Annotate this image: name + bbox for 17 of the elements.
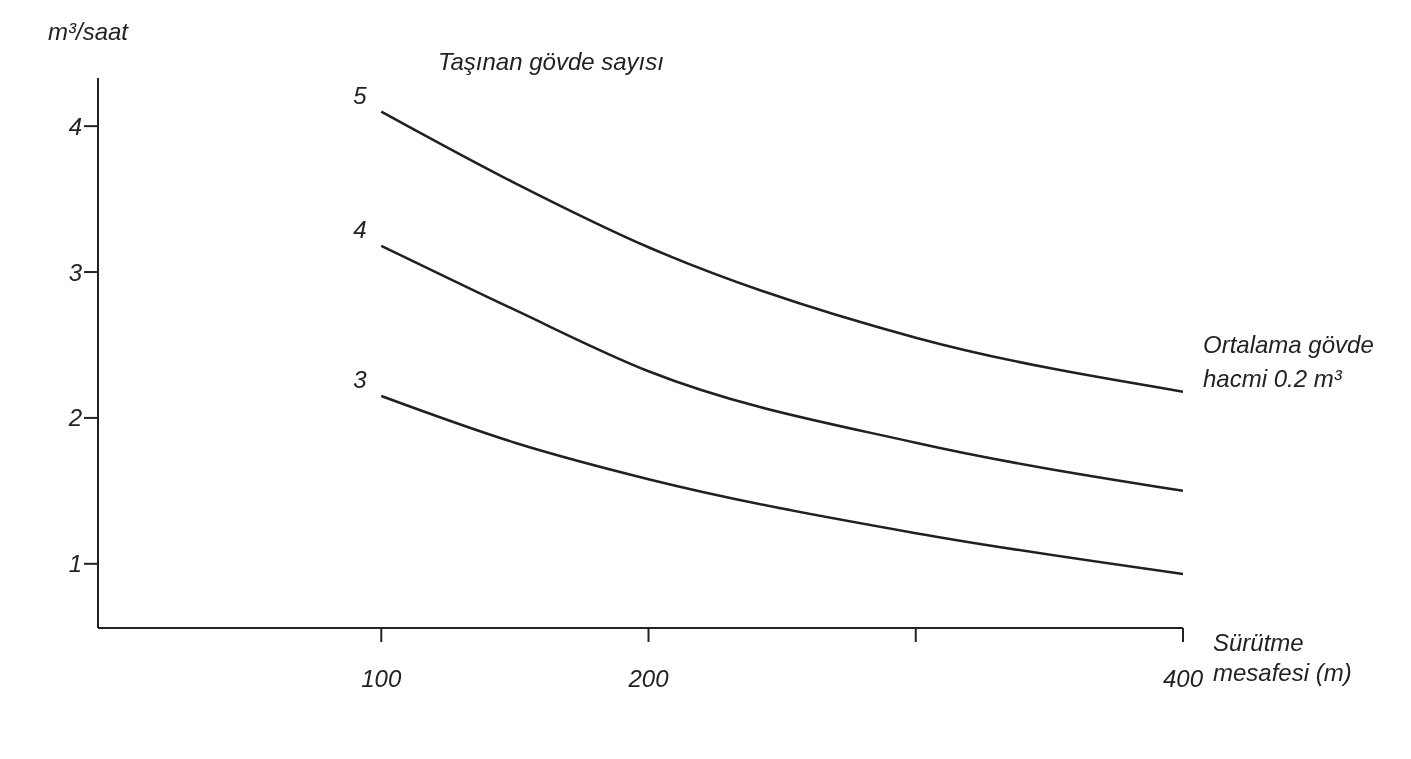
line-series <box>380 244 1183 493</box>
x-tick-label: 100 <box>361 665 402 693</box>
y-tick-label: 1 <box>68 550 82 578</box>
x-axis-title: Sürütme mesafesi (m) <box>1213 628 1353 688</box>
line-series <box>380 110 1183 393</box>
y-tick-label: 4 <box>68 112 82 140</box>
x-tick-label: 400 <box>1162 665 1204 693</box>
series-label: 3 <box>353 366 368 394</box>
chart-title: Taşınan gövde sayısı <box>438 48 664 76</box>
series-label: 5 <box>353 81 368 109</box>
text: Ortalama gövde hacmi 0.2 m³ <box>1203 330 1375 394</box>
line-series <box>380 394 1183 576</box>
y-axis-title: m³/saat <box>48 18 129 46</box>
y-tick-label: 3 <box>68 258 83 286</box>
series-label: 4 <box>353 215 367 243</box>
x-tick-label: 200 <box>627 665 670 693</box>
y-tick-label: 2 <box>67 404 82 432</box>
